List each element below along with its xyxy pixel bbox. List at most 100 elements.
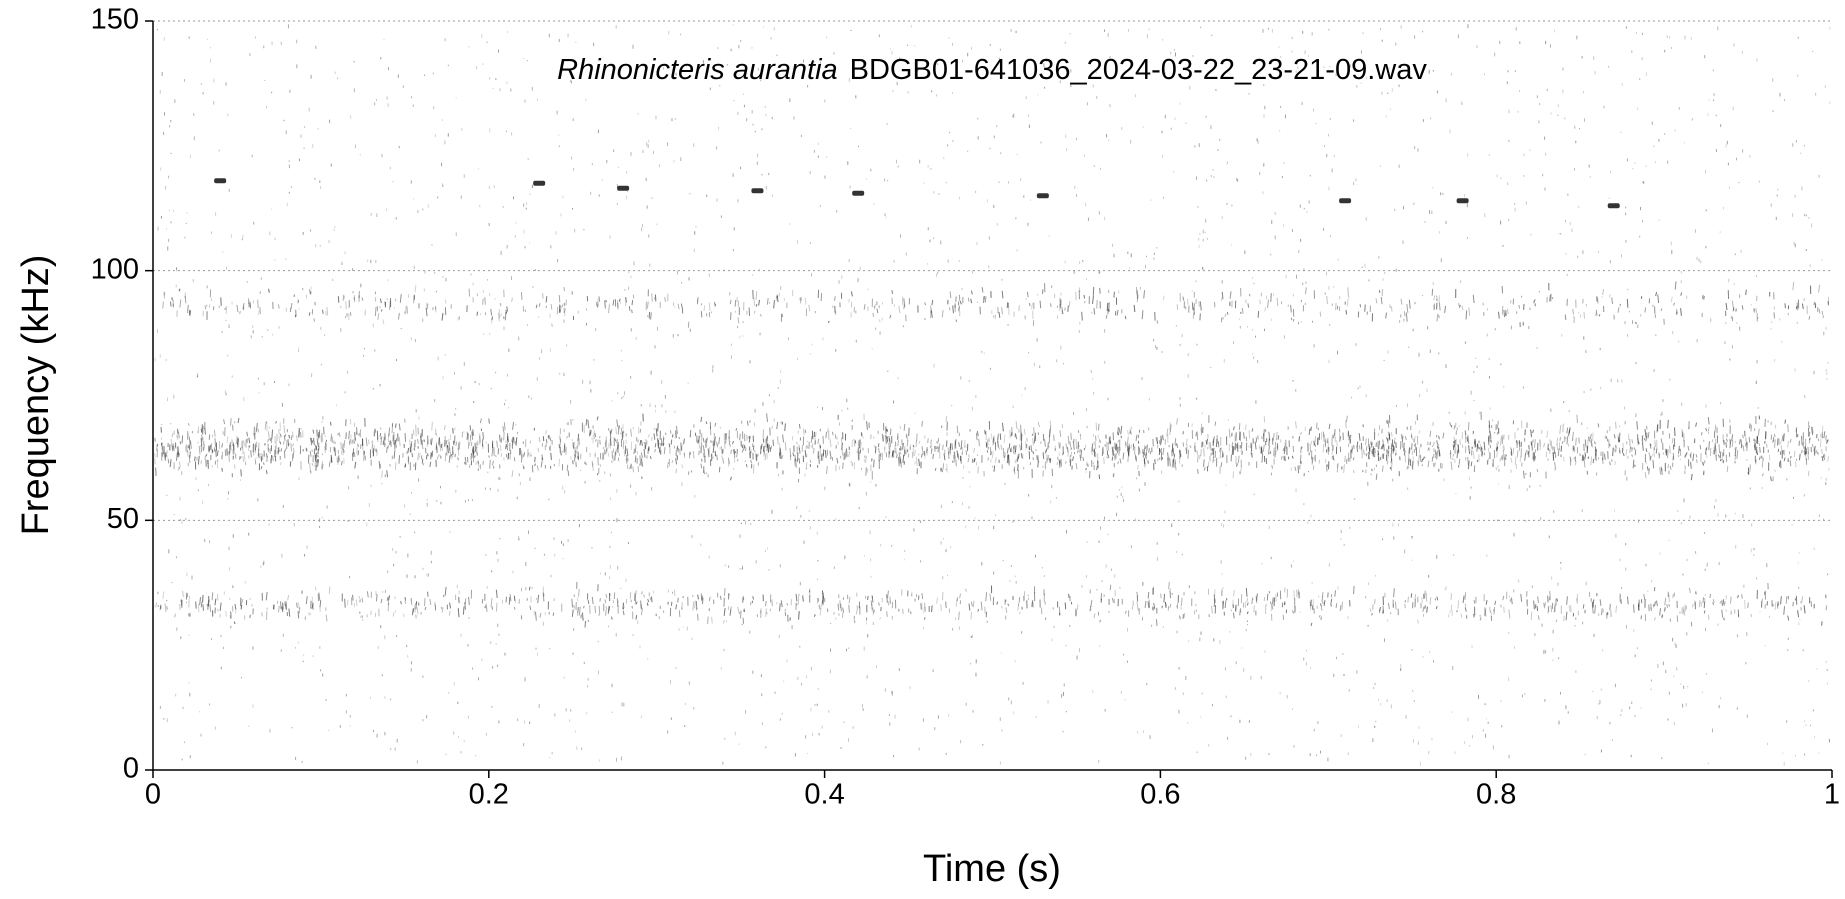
noise-tick bbox=[689, 452, 692, 456]
noise-tick bbox=[698, 442, 701, 449]
noise-tick bbox=[798, 458, 801, 464]
noise-tick bbox=[1233, 447, 1236, 450]
noise-tick bbox=[1269, 451, 1272, 455]
noise-tick bbox=[1549, 439, 1552, 446]
noise-tick bbox=[321, 461, 324, 469]
background-noise bbox=[154, 24, 1831, 766]
noise-tick bbox=[860, 431, 863, 437]
noise-tick bbox=[898, 457, 900, 467]
noise-tick bbox=[1299, 454, 1302, 464]
noise-tick bbox=[668, 443, 671, 448]
noise-tick bbox=[278, 435, 281, 444]
noise-tick bbox=[762, 438, 765, 443]
noise-tick bbox=[1438, 435, 1440, 440]
noise-tick bbox=[1618, 432, 1621, 442]
noise-tick bbox=[1622, 453, 1625, 457]
noise-tick bbox=[1758, 456, 1761, 461]
noise-tick bbox=[1127, 430, 1129, 436]
noise-tick bbox=[452, 428, 454, 434]
noise-tick bbox=[330, 433, 333, 442]
noise-tick bbox=[658, 446, 661, 453]
noise-tick bbox=[345, 432, 347, 440]
noise-tick bbox=[1660, 438, 1663, 444]
noise-tick bbox=[991, 450, 994, 459]
noise-tick bbox=[1755, 459, 1757, 465]
noise-tick bbox=[1240, 448, 1243, 452]
noise-tick bbox=[1236, 463, 1238, 467]
noise-tick bbox=[1368, 455, 1370, 460]
noise-tick bbox=[938, 443, 941, 453]
noise-tick bbox=[659, 442, 661, 448]
noise-tick bbox=[873, 459, 875, 468]
noise-tick bbox=[1452, 453, 1455, 457]
noise-tick bbox=[1667, 419, 1669, 429]
noise-tick bbox=[992, 438, 995, 443]
noise-tick bbox=[1013, 466, 1016, 472]
noise-tick bbox=[1612, 447, 1614, 457]
noise-tick bbox=[865, 456, 867, 463]
noise-tick bbox=[431, 421, 433, 431]
noise-tick bbox=[902, 442, 904, 450]
noise-tick bbox=[1408, 447, 1411, 454]
noise-tick bbox=[1127, 436, 1129, 443]
noise-tick bbox=[421, 444, 424, 450]
noise-tick bbox=[464, 456, 467, 465]
noise-tick bbox=[1343, 464, 1345, 474]
noise-tick bbox=[984, 429, 986, 435]
noise-tick bbox=[314, 454, 317, 462]
noise-tick bbox=[1033, 435, 1036, 444]
noise-tick bbox=[845, 448, 848, 457]
noise-tick bbox=[1019, 444, 1022, 451]
noise-tick bbox=[512, 437, 514, 446]
noise-tick bbox=[829, 438, 832, 448]
noise-tick bbox=[1557, 448, 1560, 457]
noise-tick bbox=[625, 458, 628, 464]
noise-tick bbox=[604, 442, 607, 448]
noise-tick bbox=[203, 444, 205, 451]
noise-tick bbox=[1065, 443, 1068, 449]
noise-tick bbox=[534, 456, 536, 463]
noise-tick bbox=[1649, 443, 1652, 449]
noise-tick bbox=[626, 448, 629, 456]
noise-tick bbox=[700, 416, 703, 423]
noise-tick bbox=[1553, 446, 1556, 454]
noise-tick bbox=[1076, 450, 1079, 454]
noise-tick bbox=[398, 455, 401, 464]
noise-tick bbox=[317, 431, 320, 439]
noise-tick bbox=[960, 455, 962, 464]
noise-tick bbox=[1219, 451, 1222, 459]
noise-tick bbox=[891, 450, 894, 458]
noise-tick bbox=[1800, 449, 1803, 454]
noise-tick bbox=[1645, 448, 1648, 453]
noise-tick bbox=[226, 436, 229, 443]
noise-tick bbox=[1587, 456, 1590, 459]
noise-tick bbox=[611, 460, 613, 464]
noise-tick bbox=[1690, 473, 1693, 481]
noise-tick bbox=[1013, 469, 1016, 475]
noise-tick bbox=[189, 451, 192, 458]
noise-tick bbox=[1314, 442, 1316, 448]
noise-tick bbox=[171, 445, 174, 452]
noise-tick bbox=[848, 451, 851, 457]
noise-tick bbox=[1582, 455, 1585, 461]
noise-tick bbox=[654, 448, 656, 453]
noise-tick bbox=[906, 434, 909, 441]
noise-tick bbox=[1648, 468, 1650, 475]
noise-tick bbox=[1411, 450, 1414, 456]
noise-tick bbox=[1377, 458, 1380, 461]
noise-tick bbox=[1489, 430, 1492, 439]
noise-tick bbox=[1067, 452, 1069, 457]
noise-tick bbox=[734, 450, 737, 454]
noise-tick bbox=[177, 431, 180, 439]
noise-tick bbox=[994, 456, 997, 463]
noise-tick bbox=[499, 434, 501, 442]
noise-tick bbox=[398, 437, 401, 447]
noise-tick bbox=[1251, 428, 1254, 432]
noise-tick bbox=[1214, 421, 1217, 426]
noise-tick bbox=[1576, 414, 1578, 424]
noise-tick bbox=[298, 477, 300, 481]
noise-tick bbox=[1376, 440, 1379, 448]
noise-tick bbox=[1702, 470, 1705, 476]
noise-tick bbox=[566, 464, 569, 471]
noise-tick bbox=[1203, 448, 1205, 457]
